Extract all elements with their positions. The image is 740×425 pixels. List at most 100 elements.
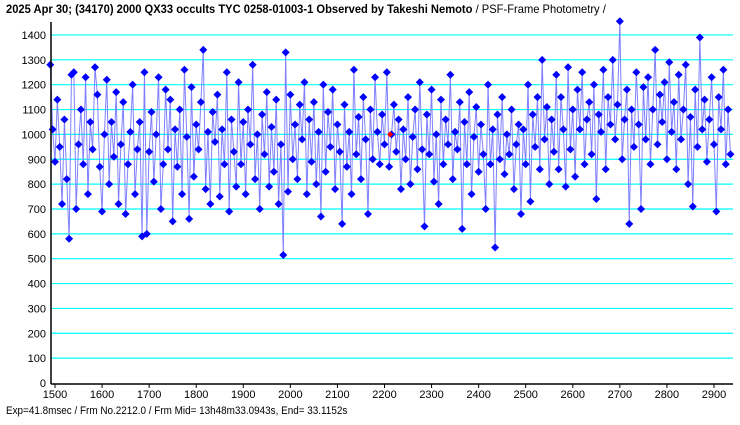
- data-point: [173, 162, 182, 171]
- data-point: [533, 93, 542, 102]
- x-tick-label: 1900: [231, 389, 255, 401]
- data-point: [491, 243, 500, 252]
- data-point: [314, 127, 323, 136]
- data-point: [542, 103, 551, 112]
- data-point: [573, 85, 582, 94]
- data-point: [724, 105, 733, 114]
- axes: 0 100 200 300 400 500 600 700 800 900 1000 1100 1200…: [22, 22, 733, 401]
- data-point: [719, 65, 728, 74]
- data-point: [76, 105, 85, 114]
- data-point: [168, 217, 177, 226]
- data-point: [159, 160, 168, 169]
- data-point: [594, 110, 603, 119]
- y-tick-label: 1100: [22, 105, 46, 117]
- data-point: [258, 110, 267, 119]
- data-point: [627, 105, 636, 114]
- data-point: [458, 224, 467, 233]
- data-point: [444, 140, 453, 149]
- data-point: [404, 93, 413, 102]
- data-point: [467, 190, 476, 199]
- data-point: [538, 55, 547, 64]
- data-point: [102, 75, 111, 84]
- data-point: [566, 145, 575, 154]
- data-point: [597, 127, 606, 136]
- data-point: [128, 80, 137, 89]
- data-point: [712, 207, 721, 216]
- data-point: [582, 115, 591, 124]
- data-point: [121, 209, 130, 218]
- data-point: [366, 105, 375, 114]
- data-point: [547, 115, 556, 124]
- data-point: [189, 172, 198, 181]
- data-point: [253, 130, 262, 139]
- data-point: [559, 125, 568, 134]
- data-point: [429, 177, 438, 186]
- data-point: [236, 160, 245, 169]
- data-point: [545, 180, 554, 189]
- data-point: [178, 190, 187, 199]
- data-point: [486, 160, 495, 169]
- x-tick-label: 2400: [466, 389, 490, 401]
- data-point: [135, 117, 144, 126]
- data-point: [229, 147, 238, 156]
- data-point: [166, 95, 175, 104]
- data-point: [58, 200, 67, 209]
- y-tick-label: 800: [28, 179, 46, 191]
- data-point: [220, 160, 229, 169]
- data-point: [672, 165, 681, 174]
- data-point: [88, 145, 97, 154]
- data-point: [234, 78, 243, 87]
- data-point: [611, 135, 620, 144]
- data-point: [62, 175, 71, 184]
- data-point: [305, 115, 314, 124]
- data-point: [514, 120, 523, 129]
- data-point: [91, 63, 100, 72]
- data-point: [269, 167, 278, 176]
- data-point: [267, 122, 276, 131]
- data-point: [564, 63, 573, 72]
- data-point: [604, 93, 613, 102]
- data-point: [283, 187, 292, 196]
- data-point: [448, 175, 457, 184]
- data-point: [425, 150, 434, 159]
- data-point: [392, 147, 401, 156]
- data-point: [312, 180, 321, 189]
- data-point: [380, 140, 389, 149]
- data-point: [55, 142, 64, 151]
- data-point: [69, 68, 78, 77]
- data-point: [156, 204, 165, 213]
- data-point: [651, 45, 660, 54]
- data-point: [281, 48, 290, 57]
- data-point: [338, 219, 347, 228]
- data-point: [462, 160, 471, 169]
- data-point: [472, 103, 481, 112]
- data-point: [361, 135, 370, 144]
- data-point: [509, 185, 518, 194]
- data-point: [446, 70, 455, 79]
- data-point: [396, 185, 405, 194]
- data-point: [340, 100, 349, 109]
- data-point: [83, 190, 92, 199]
- data-point: [154, 73, 163, 82]
- data-point: [411, 105, 420, 114]
- data-point: [571, 172, 580, 181]
- data-point: [142, 229, 151, 238]
- data-point: [251, 175, 260, 184]
- data-point: [500, 170, 509, 179]
- data-point: [589, 80, 598, 89]
- data-point: [349, 65, 358, 74]
- data-point: [286, 90, 295, 99]
- data-point: [662, 155, 671, 164]
- data-series: [46, 17, 735, 259]
- data-point: [232, 182, 241, 191]
- data-point: [686, 112, 695, 121]
- data-point: [114, 200, 123, 209]
- data-point: [632, 68, 641, 77]
- data-point: [415, 78, 424, 87]
- data-point: [105, 180, 114, 189]
- gridlines: [51, 34, 733, 359]
- y-tick-label: 0: [40, 378, 46, 390]
- data-point: [295, 100, 304, 109]
- data-point: [255, 204, 264, 213]
